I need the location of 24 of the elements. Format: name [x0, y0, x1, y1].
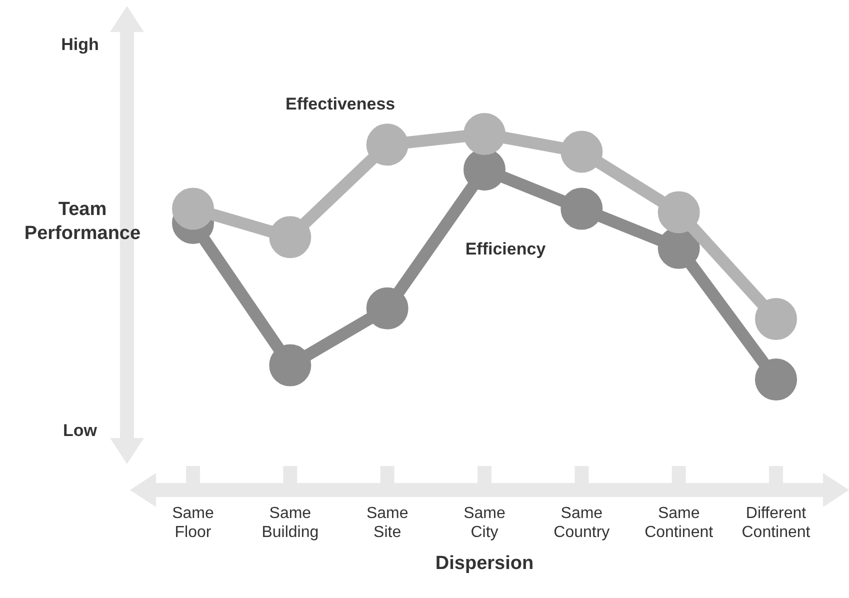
series-label: Effectiveness — [286, 94, 396, 114]
point — [658, 191, 700, 234]
point — [366, 124, 408, 166]
series-label: Efficiency — [465, 239, 546, 258]
x-tick-label: Same Site — [366, 504, 408, 542]
point — [560, 188, 603, 230]
x-tick-label: Same City — [464, 504, 506, 542]
point — [366, 287, 408, 330]
x-tick-label: Same Floor — [172, 504, 214, 542]
point — [560, 130, 603, 173]
y-axis-title: Team Performance — [23, 198, 142, 246]
text: Low — [62, 420, 98, 442]
x-tick-label: Same Country — [554, 504, 610, 542]
point — [269, 344, 312, 386]
x-axis-title: Dispersion — [435, 552, 534, 574]
x-tick-label: Different Continent — [742, 504, 811, 542]
x-tick-label: Same Building — [262, 504, 319, 542]
x-tick-label: Same Continent — [644, 504, 714, 542]
point — [464, 113, 506, 155]
text: High — [60, 34, 100, 56]
point — [172, 188, 214, 230]
point — [755, 358, 797, 400]
point — [755, 298, 797, 340]
point — [269, 216, 312, 258]
